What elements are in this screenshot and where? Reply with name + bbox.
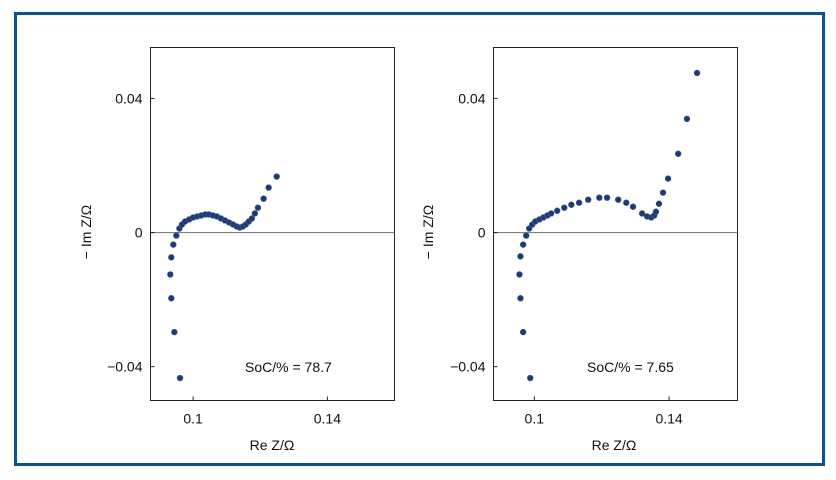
data-point: [519, 241, 527, 248]
points-group: [167, 173, 280, 382]
data-point: [519, 328, 527, 336]
data-point: [168, 254, 175, 261]
y-tick-label: 0: [135, 225, 143, 241]
x-axis-title: Re Z/Ω: [592, 437, 637, 453]
x-tick-label: 0.1: [183, 411, 203, 427]
data-point: [547, 210, 555, 217]
y-axis-title: − Im Z/Ω: [78, 205, 94, 259]
ticks-group: 0.1 0.14 0.04 0 −0.04: [107, 90, 341, 426]
chart-panel-right: 0.1 0.14 0.04 0 −0.04 SoC/% = 7.65 Re Z/Ω − …: [420, 47, 738, 453]
data-point: [176, 374, 184, 382]
data-point: [170, 241, 177, 248]
data-point: [596, 194, 603, 201]
data-point: [173, 232, 180, 239]
data-point: [251, 210, 259, 217]
data-point: [254, 204, 262, 211]
y-tick-label: −0.04: [107, 359, 143, 375]
data-point: [614, 196, 622, 203]
data-point: [575, 199, 583, 206]
y-tick-label: 0.04: [115, 90, 142, 106]
x-axis-title: Re Z/Ω: [250, 437, 295, 453]
data-point: [527, 374, 534, 382]
data-point: [265, 184, 272, 191]
data-point: [517, 253, 524, 260]
data-point: [584, 196, 592, 203]
x-tick-label: 0.14: [314, 411, 341, 427]
data-point: [652, 208, 660, 215]
data-point: [171, 328, 178, 336]
annotation-soc: SoC/% = 7.65: [587, 359, 674, 375]
data-point: [167, 271, 174, 278]
data-point: [553, 207, 561, 214]
data-point: [664, 175, 672, 182]
data-point: [603, 194, 611, 201]
y-tick-label: 0: [478, 225, 486, 241]
plot-area-border: [150, 47, 395, 401]
data-point: [260, 195, 267, 202]
annotation-soc: SoC/% = 78.7: [245, 359, 332, 375]
x-tick-label: 0.1: [525, 411, 545, 427]
data-point: [273, 173, 280, 180]
plot-area-border: [493, 47, 738, 401]
y-tick-label: −0.04: [450, 359, 486, 375]
y-axis-title: − Im Z/Ω: [420, 205, 436, 259]
chart-panel-left: 0.1 0.14 0.04 0 −0.04 SoC/% = 78.7 Re Z/Ω − …: [78, 47, 395, 453]
data-point: [568, 201, 575, 208]
data-point: [629, 203, 637, 210]
data-point: [522, 232, 530, 239]
data-point: [248, 215, 256, 222]
data-point: [517, 295, 524, 302]
data-point: [655, 200, 663, 207]
data-point: [659, 189, 667, 196]
x-tick-label: 0.14: [655, 411, 682, 427]
data-point: [674, 150, 682, 157]
y-tick-label: 0.04: [458, 90, 485, 106]
data-point: [168, 295, 175, 302]
data-point: [693, 69, 701, 77]
data-point: [516, 271, 523, 278]
data-point: [683, 115, 691, 123]
figure-frame: [14, 12, 825, 466]
points-group: [516, 69, 701, 382]
data-point: [561, 204, 568, 211]
ticks-group: 0.1 0.14 0.04 0 −0.04: [450, 90, 683, 426]
data-point: [638, 210, 646, 217]
data-point: [623, 199, 630, 206]
